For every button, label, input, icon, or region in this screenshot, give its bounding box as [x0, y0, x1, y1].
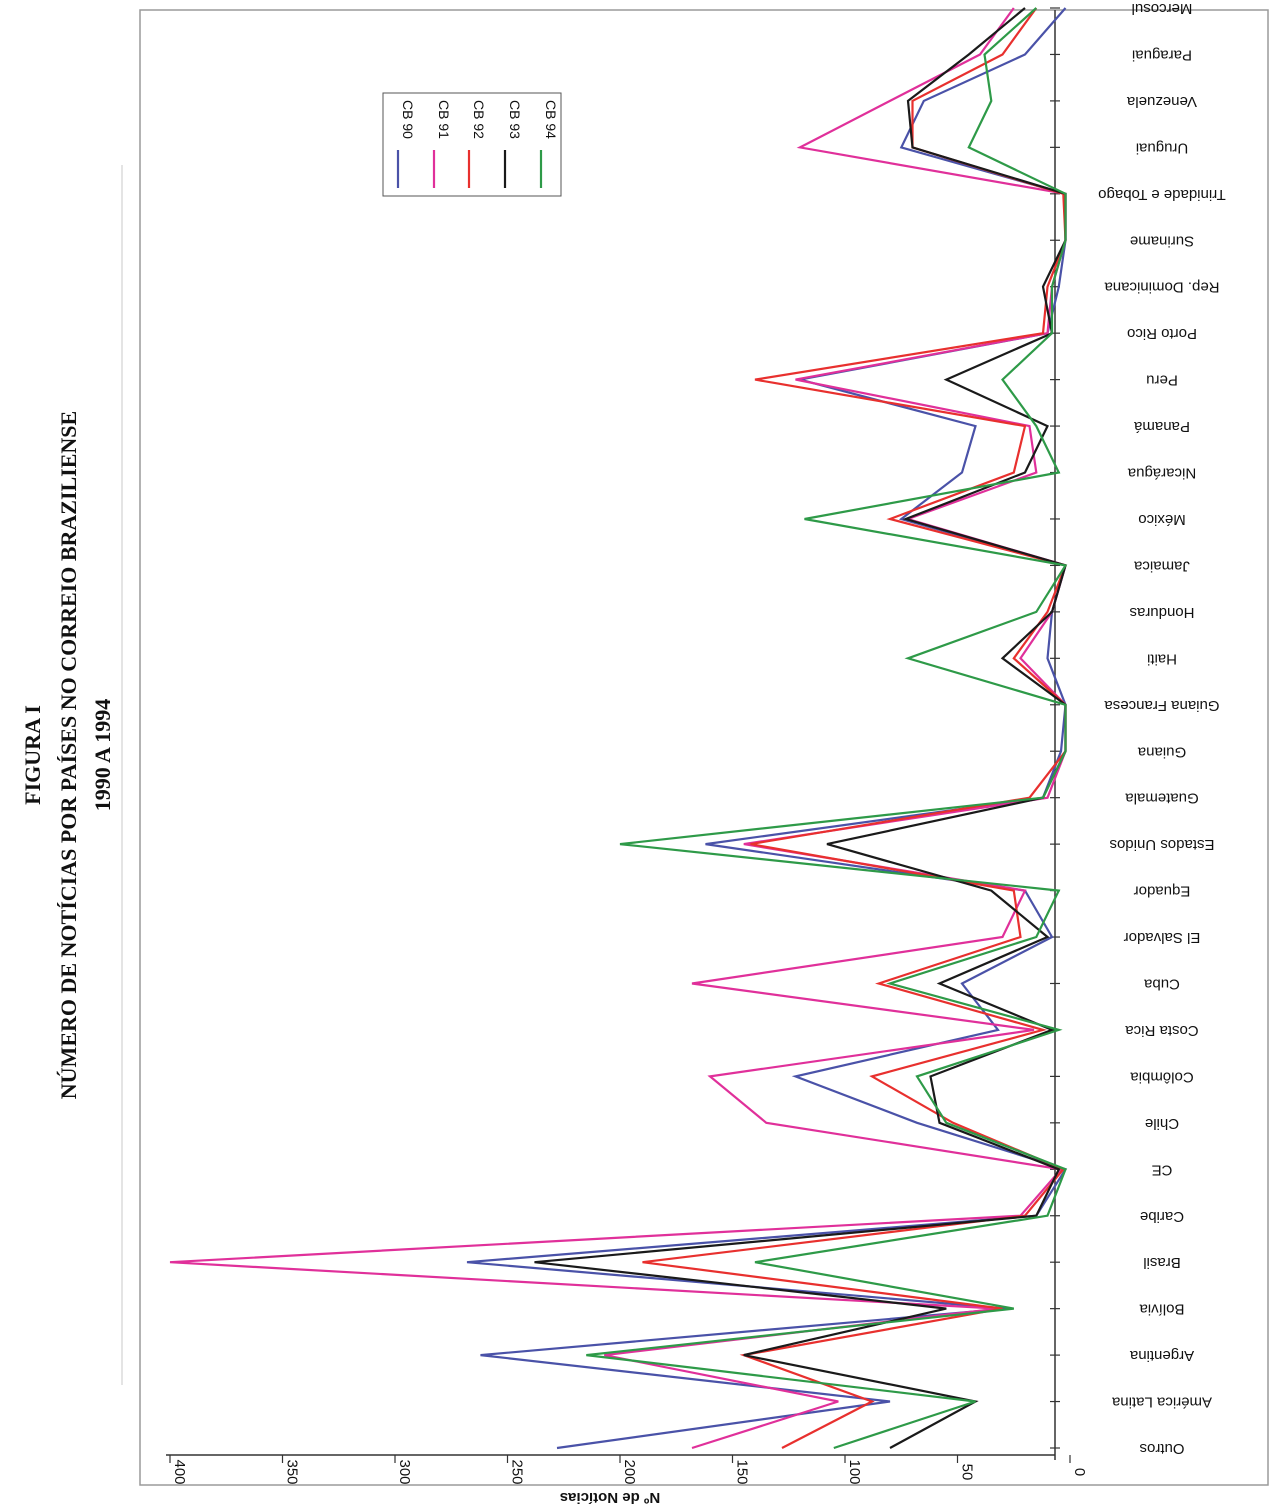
category-label: Suriname — [1130, 232, 1194, 249]
category-label: Mercosul — [1132, 0, 1193, 17]
category-label: México — [1138, 511, 1186, 528]
series-lines — [169, 7, 1068, 1450]
legend-label: CB 90 — [400, 100, 416, 139]
category-label: América Latina — [1111, 1394, 1212, 1411]
value-tick-label: 400 — [171, 1459, 188, 1484]
legend-label: CB 94 — [543, 100, 559, 139]
legend-label: CB 92 — [471, 100, 487, 139]
value-tick-label: 50 — [959, 1464, 976, 1481]
value-tick-label: 300 — [396, 1459, 413, 1484]
category-label: Jamaica — [1133, 557, 1190, 574]
value-axis-label: Nº de Notícias — [560, 1489, 661, 1506]
category-label: Porto Rico — [1127, 325, 1197, 342]
series-line-cb-93 — [534, 7, 1067, 1449]
legend-box — [382, 92, 562, 197]
category-label: Argentina — [1129, 1347, 1194, 1364]
series-line-cb-91 — [169, 7, 1067, 1450]
value-tick-label: 200 — [621, 1459, 638, 1484]
category-label: Peru — [1146, 372, 1178, 389]
legend-label: CB 93 — [507, 100, 523, 139]
category-label: Guatemala — [1125, 790, 1199, 807]
category-label: Caribe — [1140, 1208, 1184, 1225]
category-label: Estados Unidos — [1109, 836, 1214, 853]
figure-title: NÚMERO DE NOTÍCIAS POR PAÍSES NO CORREIO… — [56, 411, 81, 1099]
category-label: Haiti — [1147, 650, 1177, 667]
series-line-cb-94 — [586, 7, 1068, 1450]
category-label: El Salvador — [1124, 929, 1201, 946]
plot-frame — [139, 9, 1269, 1486]
figure-title-block: FIGURA I NÚMERO DE NOTÍCIAS POR PAÍSES N… — [20, 411, 115, 1099]
value-tick-label: 150 — [734, 1459, 751, 1484]
category-label: Bolívia — [1139, 1301, 1185, 1318]
category-label: Nicarágua — [1127, 465, 1196, 482]
category-label: Paraguai — [1132, 46, 1192, 63]
value-tick-label: 100 — [846, 1459, 863, 1484]
legend: CB 90 CB 91 CB 92 CB 93 CB 94 — [382, 92, 562, 197]
category-label: Chile — [1145, 1115, 1179, 1132]
category-label: Guiana Francesa — [1104, 697, 1220, 714]
legend-label: CB 91 — [436, 100, 452, 139]
category-label: CE — [1152, 1161, 1173, 1178]
value-tick-label: 250 — [509, 1459, 526, 1484]
value-tick-label: 0 — [1071, 1468, 1088, 1476]
category-label: Venezuela — [1126, 93, 1197, 110]
category-label: Brasil — [1143, 1254, 1181, 1271]
series-line-cb-90 — [466, 7, 1068, 1450]
category-label: Rep. Dominicana — [1104, 279, 1220, 296]
value-tick-label: 350 — [284, 1459, 301, 1484]
figure-label: FIGURA I — [20, 705, 45, 805]
category-label: Outros — [1139, 1440, 1184, 1457]
figure-subtitle: 1990 A 1994 — [90, 699, 115, 811]
category-label: Panamá — [1133, 418, 1190, 435]
category-label: Guiana — [1137, 743, 1186, 760]
category-label: Cuba — [1143, 976, 1180, 993]
category-label: Costa Rica — [1125, 1022, 1199, 1039]
category-label: Trinidade e Tobago — [1098, 186, 1226, 203]
category-label: Uruguai — [1136, 139, 1189, 156]
category-label: Equador — [1134, 883, 1191, 900]
value-axis-ticks: 0 50 100 150 200 250 300 350 400 — [169, 1455, 1088, 1485]
category-label: Colômbia — [1130, 1068, 1194, 1085]
category-axis-labels: Outros América Latina Argentina Bolívia Bras… — [1050, 0, 1226, 1457]
category-label: Honduras — [1129, 604, 1194, 621]
